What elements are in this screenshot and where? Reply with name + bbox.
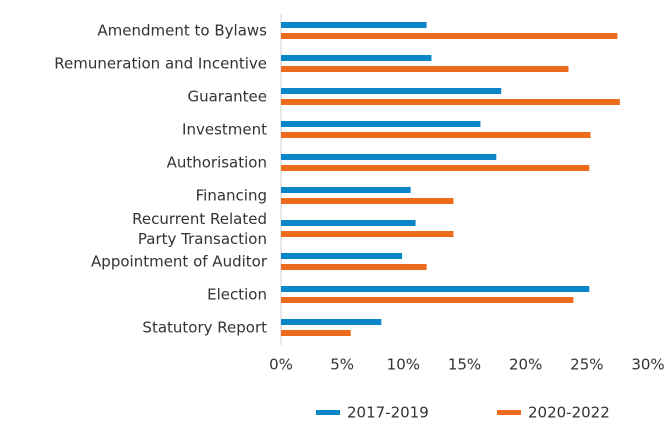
- bar: [281, 187, 411, 193]
- x-tick-label: 15%: [448, 356, 481, 374]
- x-tick-label: 20%: [509, 356, 542, 374]
- bar: [281, 297, 574, 303]
- x-tick-label: 0%: [269, 356, 293, 374]
- x-tick-label: 5%: [330, 356, 354, 374]
- x-tick-label: 30%: [631, 356, 664, 374]
- x-tick-label: 10%: [387, 356, 420, 374]
- bar: [281, 22, 427, 28]
- category-label: Remuneration and Incentive: [54, 55, 267, 73]
- bar: [281, 33, 618, 39]
- category-label: Financing: [196, 187, 267, 205]
- bar: [281, 286, 590, 292]
- bar: [281, 132, 591, 138]
- category-label: Amendment to Bylaws: [97, 22, 267, 40]
- x-tick-label: 25%: [570, 356, 603, 374]
- bar: [281, 220, 416, 226]
- bar: [281, 198, 454, 204]
- bar: [281, 253, 403, 259]
- category-label: Election: [207, 286, 267, 304]
- category-label: Recurrent Related Party Transaction: [132, 210, 267, 248]
- category-label: Appointment of Auditor: [91, 253, 268, 271]
- bar: [281, 264, 427, 270]
- bar: [281, 55, 432, 61]
- legend-swatch: [316, 410, 340, 415]
- bar: [281, 88, 502, 94]
- bar: [281, 66, 569, 72]
- bar: [281, 154, 497, 160]
- bar: [281, 165, 590, 171]
- bar: [281, 330, 351, 336]
- category-label: Authorisation: [167, 154, 267, 172]
- bar: [281, 121, 481, 127]
- legend-swatch: [497, 410, 521, 415]
- legend-label: 2017-2019: [347, 404, 429, 422]
- category-label: Investment: [182, 121, 267, 139]
- category-label: Statutory Report: [142, 319, 267, 337]
- bar: [281, 231, 454, 237]
- bar: [281, 319, 382, 325]
- category-label: Guarantee: [187, 88, 267, 106]
- bar: [281, 99, 620, 105]
- legend-label: 2020-2022: [528, 404, 610, 422]
